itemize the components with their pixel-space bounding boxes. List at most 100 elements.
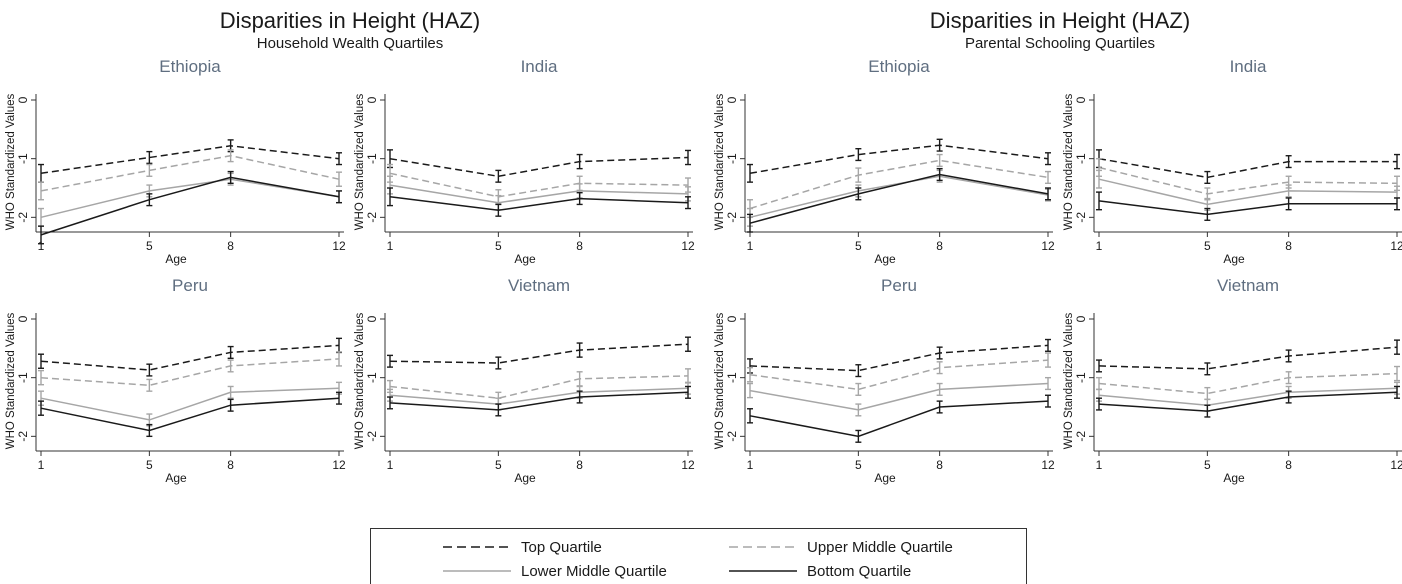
y-axis-title: WHO Standardized Values <box>354 312 366 449</box>
series-line-bottom <box>1098 200 1397 216</box>
y-axis-title: WHO Standardized Values <box>5 93 17 230</box>
series-line-bottom <box>389 391 689 411</box>
panel-title: Ethiopia <box>868 57 930 76</box>
y-axis-title: WHO Standardized Values <box>714 93 726 230</box>
x-tick-label: 8 <box>227 458 234 472</box>
x-axis-title: Age <box>514 471 536 485</box>
panel-title: Ethiopia <box>159 57 221 76</box>
y-axis-title: WHO Standardized Values <box>714 312 726 449</box>
y-tick-label: 0 <box>725 96 739 103</box>
legend-item-lower: Lower Middle Quartile <box>443 560 667 582</box>
y-axis-title: WHO Standardized Values <box>1063 312 1075 449</box>
legend-item-top: Top Quartile <box>443 536 602 558</box>
group-main-title: Disparities in Height (HAZ) <box>929 8 1191 33</box>
series-line-top <box>40 344 340 371</box>
x-tick-label: 5 <box>495 458 502 472</box>
y-tick-label: -2 <box>725 212 739 223</box>
legend-swatch-top <box>443 546 511 548</box>
x-tick-label: 5 <box>146 239 153 253</box>
x-tick-label: 1 <box>747 239 754 253</box>
series-line-upper <box>749 159 1049 210</box>
y-tick-label: -1 <box>725 372 739 383</box>
series-line-upper <box>1098 372 1398 395</box>
y-tick-label: -2 <box>1074 212 1088 223</box>
group-subtitle: Parental Schooling Quartiles <box>964 35 1156 52</box>
y-tick-label: 0 <box>725 315 739 322</box>
x-tick-label: 8 <box>936 239 943 253</box>
series-line-top <box>1098 346 1398 370</box>
legend-label: Bottom Quartile <box>807 562 912 580</box>
y-tick-label: -2 <box>1074 431 1088 442</box>
series-line-top <box>389 343 689 364</box>
y-tick-label: -1 <box>365 153 379 164</box>
series-line-bottom <box>1098 391 1398 412</box>
x-tick-label: 5 <box>1204 239 1211 253</box>
series-line-upper <box>749 359 1049 391</box>
y-axis-title: WHO Standardized Values <box>5 312 17 449</box>
x-tick-label: 12 <box>1390 239 1402 253</box>
x-tick-label: 1 <box>747 458 754 472</box>
panel-title: Peru <box>881 276 917 295</box>
series-line-top <box>389 156 689 178</box>
x-tick-label: 1 <box>387 239 394 253</box>
x-axis-title: Age <box>1223 471 1245 485</box>
x-axis-title: Age <box>165 252 187 266</box>
legend-swatch-bottom <box>729 570 797 572</box>
y-tick-label: -1 <box>365 372 379 383</box>
x-tick-label: 12 <box>681 458 695 472</box>
panel-title: Vietnam <box>508 276 570 295</box>
legend-swatch-upper <box>729 546 797 548</box>
series-line-lower <box>389 184 689 204</box>
y-tick-label: -1 <box>725 153 739 164</box>
y-tick-label: -2 <box>16 212 30 223</box>
x-tick-label: 1 <box>1096 458 1103 472</box>
series-line-upper <box>40 154 340 192</box>
series-line-upper <box>389 375 689 399</box>
x-tick-label: 12 <box>1041 458 1055 472</box>
chart-legend: Top Quartile Upper Middle Quartile Lower… <box>370 528 1027 584</box>
x-tick-label: 12 <box>1390 458 1402 472</box>
x-tick-label: 1 <box>1096 239 1103 253</box>
legend-item-bottom: Bottom Quartile <box>729 560 911 582</box>
x-axis-title: Age <box>874 252 896 266</box>
y-tick-label: 0 <box>1074 96 1088 103</box>
y-tick-label: 0 <box>365 96 379 103</box>
panel-title: Peru <box>172 276 208 295</box>
x-tick-label: 8 <box>936 458 943 472</box>
y-tick-label: 0 <box>1074 315 1088 322</box>
x-tick-label: 12 <box>1041 239 1055 253</box>
group-title-wealth: Disparities in Height (HAZ) Household We… <box>50 8 650 54</box>
series-line-lower <box>40 387 340 421</box>
legend-label: Top Quartile <box>521 538 602 556</box>
series-line-lower <box>389 387 689 405</box>
panel-title: India <box>1230 57 1267 76</box>
y-tick-label: -2 <box>16 431 30 442</box>
x-axis-title: Age <box>874 471 896 485</box>
x-tick-label: 1 <box>38 239 45 253</box>
series-line-bottom <box>749 400 1049 438</box>
series-line-top <box>40 145 340 175</box>
series-line-top <box>749 144 1049 175</box>
series-line-lower <box>1098 178 1398 206</box>
x-tick-label: 8 <box>227 239 234 253</box>
y-tick-label: -2 <box>725 431 739 442</box>
x-axis-title: Age <box>165 471 187 485</box>
series-line-top <box>749 344 1049 372</box>
x-tick-label: 5 <box>495 239 502 253</box>
y-tick-label: -2 <box>365 212 379 223</box>
legend-label: Upper Middle Quartile <box>807 538 953 556</box>
x-tick-label: 5 <box>855 458 862 472</box>
series-line-top <box>1098 157 1397 179</box>
y-tick-label: -2 <box>365 431 379 442</box>
group-title-schooling: Disparities in Height (HAZ) Parental Sch… <box>760 8 1360 54</box>
y-tick-label: -1 <box>1074 372 1088 383</box>
